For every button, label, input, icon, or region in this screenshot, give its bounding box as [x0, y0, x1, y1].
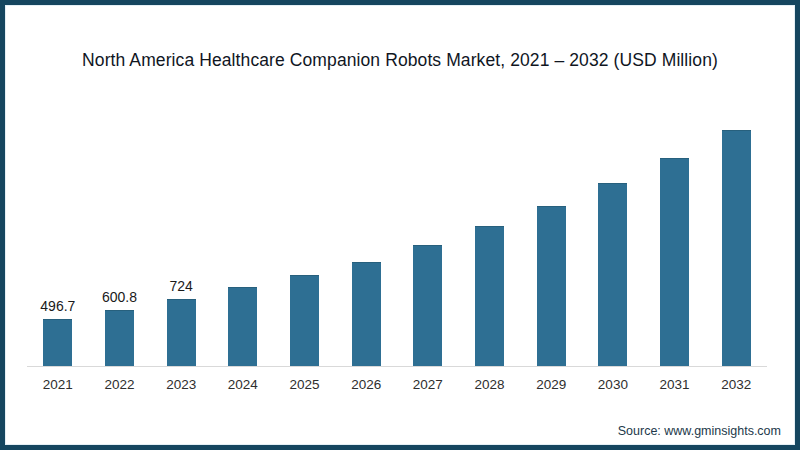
bar-group-2022: 600.8 — [89, 289, 151, 366]
bar-2029 — [537, 206, 566, 366]
bar-group-2024 — [212, 287, 274, 366]
chart-container: North America Healthcare Companion Robot… — [0, 0, 800, 450]
x-axis-label-2032: 2032 — [705, 367, 767, 392]
x-axis-label-2028: 2028 — [459, 367, 521, 392]
bar-2031 — [660, 158, 689, 366]
bar-2024 — [228, 287, 257, 366]
bar-2023 — [167, 299, 196, 366]
x-axis-label-2029: 2029 — [520, 367, 582, 392]
bar-group-2028 — [459, 226, 521, 366]
bar-group-2021: 496.7 — [27, 298, 89, 366]
x-axis-label-2026: 2026 — [335, 367, 397, 392]
bar-2022 — [105, 310, 134, 366]
x-axis-label-2022: 2022 — [89, 367, 151, 392]
source-attribution: Source: www.gminsights.com — [618, 424, 781, 438]
bar-group-2029 — [520, 206, 582, 366]
bar-2030 — [598, 183, 627, 366]
x-axis-label-2021: 2021 — [27, 367, 89, 392]
x-axis-label-2023: 2023 — [150, 367, 212, 392]
bar-group-2026 — [335, 262, 397, 366]
x-axis-label-2030: 2030 — [582, 367, 644, 392]
x-axis-label-2024: 2024 — [212, 367, 274, 392]
bar-group-2023: 724 — [150, 278, 212, 366]
bar-2027 — [413, 245, 442, 366]
bar-2032 — [722, 130, 751, 366]
bar-group-2027 — [397, 245, 459, 366]
bar-value-label-2021: 496.7 — [40, 298, 75, 314]
bars-row: 496.7 600.8 724 — [27, 115, 767, 367]
bar-group-2030 — [582, 183, 644, 366]
x-axis-labels-row: 2021202220232024202520262027202820292030… — [27, 367, 767, 392]
bar-2026 — [352, 262, 381, 366]
bar-group-2032 — [705, 130, 767, 366]
x-axis-label-2025: 2025 — [274, 367, 336, 392]
x-axis-label-2031: 2031 — [644, 367, 706, 392]
bar-group-2031 — [644, 158, 706, 366]
bar-2021 — [43, 319, 72, 366]
plot-area: 496.7600.8724 20212022202320242025202620… — [27, 115, 767, 392]
chart-title: North America Healthcare Companion Robot… — [5, 50, 795, 71]
bar-value-label-2022: 600.8 — [102, 289, 137, 305]
x-axis-label-2027: 2027 — [397, 367, 459, 392]
bar-2028 — [475, 226, 504, 366]
bar-value-label-2023: 724 — [170, 278, 193, 294]
bar-group-2025 — [274, 275, 336, 366]
bar-2025 — [290, 275, 319, 366]
